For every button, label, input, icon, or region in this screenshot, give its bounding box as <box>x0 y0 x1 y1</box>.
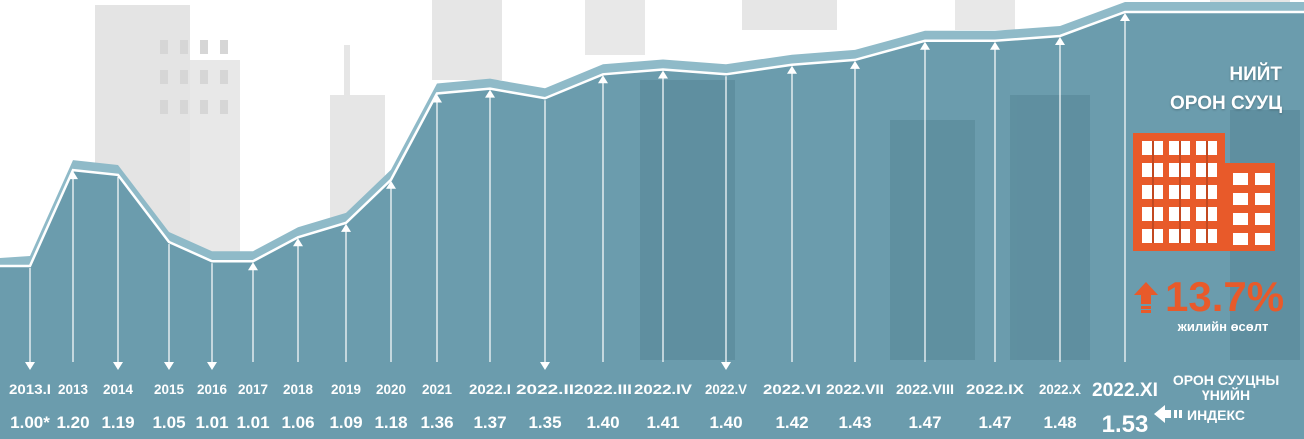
index-label: ОРОН СУУЦНЫ ҮНИЙН <box>1156 373 1296 403</box>
value-label: 1.53 <box>1102 411 1149 438</box>
value-label: 1.41 <box>646 413 679 432</box>
index-label-line2: ҮНИЙН <box>1201 387 1251 403</box>
arrow-up-marker-2022-xi <box>1120 13 1130 362</box>
value-label: 1.05 <box>152 413 185 432</box>
x-tick-label: 2013 <box>58 381 88 397</box>
value-label: 1.42 <box>775 413 808 432</box>
value-label: 1.20 <box>56 413 89 432</box>
x-tick-label: 2018 <box>283 381 313 397</box>
area-fill <box>0 12 1304 439</box>
x-tick-label: 2016 <box>197 381 227 397</box>
arrow-up-marker-2022-iv <box>658 70 668 362</box>
value-label: 1.40 <box>586 413 619 432</box>
growth-value: 13.7% <box>1165 273 1285 320</box>
skyline-background <box>95 0 1290 310</box>
x-tick-label: 2014 <box>103 381 133 397</box>
arrow-up-marker-2020 <box>386 180 396 362</box>
value-label: 1.36 <box>420 413 453 432</box>
value-label: 1.37 <box>473 413 506 432</box>
value-label: 1.01 <box>195 413 228 432</box>
value-label: 1.00* <box>10 413 50 432</box>
value-label: 1.06 <box>281 413 314 432</box>
marker-arrows <box>25 13 1130 370</box>
value-label: 1.47 <box>908 413 941 432</box>
value-label: 1.35 <box>528 413 561 432</box>
value-labels: 1.00* 1.20 1.19 1.05 1.01 1.01 1.06 1.09 1.18 1.3… <box>10 411 1148 438</box>
arrow-down-marker-2016 <box>207 263 217 370</box>
value-label: 1.01 <box>236 413 269 432</box>
building-icon <box>1133 133 1275 251</box>
x-tick-label: 2022.II <box>516 381 574 397</box>
index-label-line1: ОРОН СУУЦНЫ <box>1172 372 1280 388</box>
value-label: 1.47 <box>978 413 1011 432</box>
arrow-up-marker-2022-vii <box>850 60 860 362</box>
arrow-up-marker-2022-ix <box>990 41 1000 362</box>
x-tick-label: 2021 <box>422 381 452 397</box>
x-tick-label: 2022.VII <box>826 381 884 397</box>
series-line <box>0 10 1304 268</box>
arrow-down-marker-2013-i <box>25 268 35 370</box>
panel-title-line1: НИЙТ <box>1229 64 1282 85</box>
x-tick-label: 2022.VI <box>763 381 821 397</box>
arrow-up-marker-2022-i <box>485 89 495 362</box>
arrow-left-icon <box>1154 405 1182 423</box>
value-label: 1.09 <box>329 413 362 432</box>
growth-indicator: 13.7% <box>1133 273 1284 321</box>
arrow-down-marker-2022-ii <box>540 100 550 370</box>
arrow-up-marker-2018 <box>293 238 303 362</box>
arrow-up-marker-2017 <box>248 262 258 362</box>
value-label: 1.48 <box>1043 413 1076 432</box>
x-tick-label: 2020 <box>376 381 406 397</box>
arrow-up-marker-2022-iii <box>598 75 608 362</box>
x-tick-label: 2017 <box>238 381 268 397</box>
growth-label: жилийн өсөлт <box>1177 319 1269 334</box>
x-tick-label: 2022.V <box>705 381 748 397</box>
arrow-up-marker-2022-x <box>1055 36 1065 362</box>
arrow-down-marker-2022-v <box>721 76 731 370</box>
arrow-down-marker-2014 <box>113 176 123 370</box>
arrow-up-marker-2022-viii <box>920 41 930 362</box>
arrow-up-icon <box>1134 282 1158 313</box>
arrow-up-marker-2021 <box>432 94 442 362</box>
x-tick-labels: 2013.I 2013 2014 2015 2016 2017 2018 2019 2020 20… <box>9 380 1158 401</box>
panel-title: НИЙТ ОРОН СУУЦ <box>1062 60 1282 118</box>
value-label: 1.19 <box>101 413 134 432</box>
value-label: 1.40 <box>709 413 742 432</box>
x-tick-label: 2013.I <box>9 381 51 397</box>
index-label-line3: ИНДЕКС <box>1187 407 1245 423</box>
arrow-up-marker-2019 <box>341 223 351 362</box>
x-tick-label: 2022.III <box>574 381 632 397</box>
arrow-up-marker-2022-vi <box>787 65 797 362</box>
x-tick-label: 2022.IX <box>966 381 1025 397</box>
x-tick-label: 2022.IV <box>634 381 693 397</box>
x-tick-label: 2015 <box>154 381 184 397</box>
x-tick-label: 2019 <box>331 381 361 397</box>
panel-title-line2: ОРОН СУУЦ <box>1170 93 1282 114</box>
x-tick-label: 2022.X <box>1039 381 1082 397</box>
arrow-up-marker-2013 <box>68 171 78 362</box>
x-tick-label: 2022.VIII <box>896 381 954 397</box>
value-label: 1.43 <box>838 413 871 432</box>
value-label: 1.18 <box>374 413 407 432</box>
arrow-down-marker-2015 <box>164 244 174 370</box>
x-tick-label: 2022.XI <box>1092 380 1158 401</box>
x-tick-label: 2022.I <box>469 381 511 397</box>
